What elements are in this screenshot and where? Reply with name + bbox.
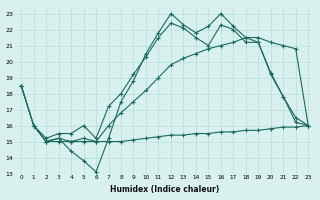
X-axis label: Humidex (Indice chaleur): Humidex (Indice chaleur) <box>110 185 219 194</box>
